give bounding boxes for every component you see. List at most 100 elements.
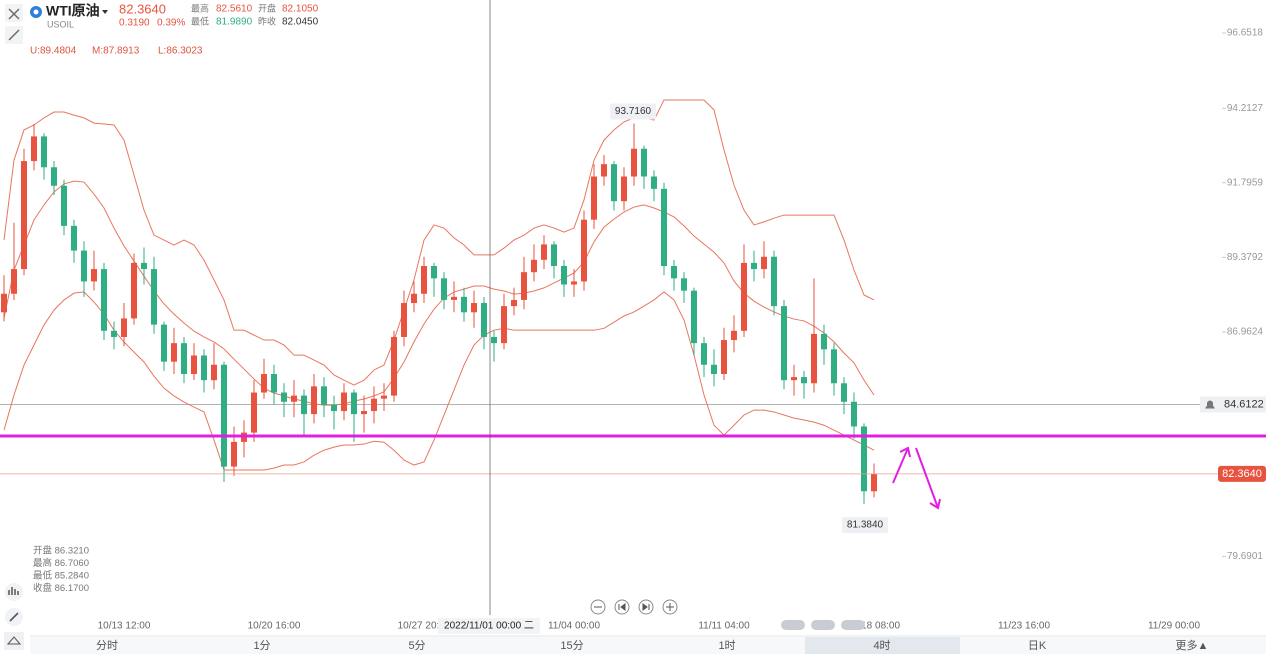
candle-body: [231, 441, 237, 467]
stat-value: 82.1050: [282, 4, 319, 15]
left-tools: [4, 583, 24, 650]
candle-body: [251, 392, 257, 433]
candle-body: [581, 219, 587, 282]
candle-body: [731, 330, 737, 341]
candle-body: [71, 225, 77, 251]
y-tick-label: 79.6901: [1227, 551, 1264, 562]
drawn-arrows: [892, 446, 941, 510]
candle-body: [791, 377, 797, 381]
candle-body: [481, 303, 487, 337]
price: 82.3640: [119, 1, 166, 16]
candle-body: [611, 164, 617, 202]
candle-body: [711, 364, 717, 374]
y-tick-label: 94.2127: [1227, 103, 1264, 114]
x-tick-label: 10/13 12:00: [98, 621, 151, 632]
x-tick-label: 10/20 16:00: [248, 621, 301, 632]
high-marker-box: [610, 103, 656, 120]
candle-body: [221, 364, 227, 467]
tab[interactable]: 分时: [96, 639, 118, 652]
tab[interactable]: 1时: [718, 639, 735, 652]
change: 0.3190: [119, 18, 150, 29]
candle-body: [671, 265, 677, 279]
candle-body: [701, 343, 707, 365]
symbol-logo-dot: [33, 9, 39, 15]
y-tick-label: 86.9624: [1227, 327, 1264, 338]
candle-body: [821, 333, 827, 350]
crosshair-label-box: [438, 618, 540, 634]
tab[interactable]: 更多▲: [1176, 638, 1209, 652]
alert-label: 84.6122: [1224, 398, 1264, 410]
low-marker-label: 81.3840: [847, 520, 884, 531]
x-tick-label: 11/29 00:00: [1148, 621, 1201, 632]
candle-body: [111, 330, 117, 337]
candle-body: [171, 343, 177, 362]
symbol-name[interactable]: WTI原油: [46, 3, 100, 19]
candle-body: [431, 265, 437, 279]
candle-body: [801, 377, 807, 384]
last-price-label: 82.3640: [1222, 468, 1262, 480]
candle-body: [1, 293, 7, 313]
ohlc-info: 最高 86.7060: [33, 557, 89, 569]
candle-body: [151, 269, 157, 325]
shape-icon: [6, 636, 22, 645]
candle-body: [401, 303, 407, 337]
scroll-start-icon: [618, 603, 626, 611]
candle-body: [21, 161, 27, 270]
pen-icon: [9, 612, 19, 622]
candle-body: [681, 278, 687, 291]
candle-body: [91, 269, 97, 282]
candle-body: [721, 340, 727, 374]
tab[interactable]: 15分: [560, 639, 583, 652]
ohlc-info: 收盘 86.1700: [33, 582, 89, 594]
down-arrow: [915, 447, 941, 510]
close-button[interactable]: [5, 4, 23, 22]
indicator-label: L:86.3023: [158, 46, 203, 57]
candle-body: [591, 176, 597, 220]
tab[interactable]: 日K: [1028, 640, 1047, 652]
change-pct: 0.39%: [157, 18, 185, 29]
candle-body: [101, 269, 107, 331]
candle-body: [841, 383, 847, 402]
candle-body: [561, 265, 567, 285]
x-tick-label: 10/27 20:00: [398, 621, 451, 632]
tab[interactable]: 1分: [253, 639, 270, 652]
indicator-label: M:87.8913: [92, 46, 140, 57]
candle-body: [651, 176, 657, 189]
candle-body: [811, 333, 817, 384]
candle-body: [371, 398, 377, 412]
y-tick-label: 89.3792: [1227, 252, 1264, 263]
candle-body: [311, 386, 317, 415]
event-pill: [781, 620, 805, 630]
event-pill: [841, 620, 865, 630]
close-icon: [8, 8, 20, 20]
candle-body: [541, 244, 547, 260]
draw-icon: [8, 29, 20, 41]
candle-body: [631, 148, 637, 177]
shape-button[interactable]: [4, 632, 24, 650]
candle-body: [281, 392, 287, 402]
symbol-dropdown[interactable]: [102, 10, 108, 14]
zoom-controls: [590, 599, 678, 615]
stat-label: 最高: [191, 2, 209, 13]
candle-body: [351, 392, 357, 415]
tab-active-bg: [805, 637, 960, 654]
timeframe-tabs: 分时 1分 5分 15分 1时 4时 日K 更多▲: [30, 637, 1266, 654]
candle-body: [461, 296, 467, 313]
candle-body: [121, 318, 127, 337]
candle-body: [291, 395, 297, 402]
tab[interactable]: 5分: [408, 639, 425, 652]
bollinger-middle: [3, 180, 875, 406]
indicator-label: U:89.4804: [30, 46, 77, 57]
header: WTI原油 USOIL 82.3640 0.3190 0.39% 最高 82.5…: [5, 1, 319, 44]
candle-body: [321, 386, 327, 405]
candle-body: [181, 343, 187, 374]
tab[interactable]: 4时: [873, 639, 890, 652]
y-tick-label: 91.7959: [1227, 177, 1264, 188]
y-tick-label: 96.6518: [1227, 28, 1264, 39]
x-tick-label: 11/11 04:00: [698, 621, 750, 632]
bollinger-lower: [3, 291, 875, 471]
stat-value: 82.0450: [282, 17, 319, 28]
indicator-button[interactable]: [5, 583, 23, 601]
